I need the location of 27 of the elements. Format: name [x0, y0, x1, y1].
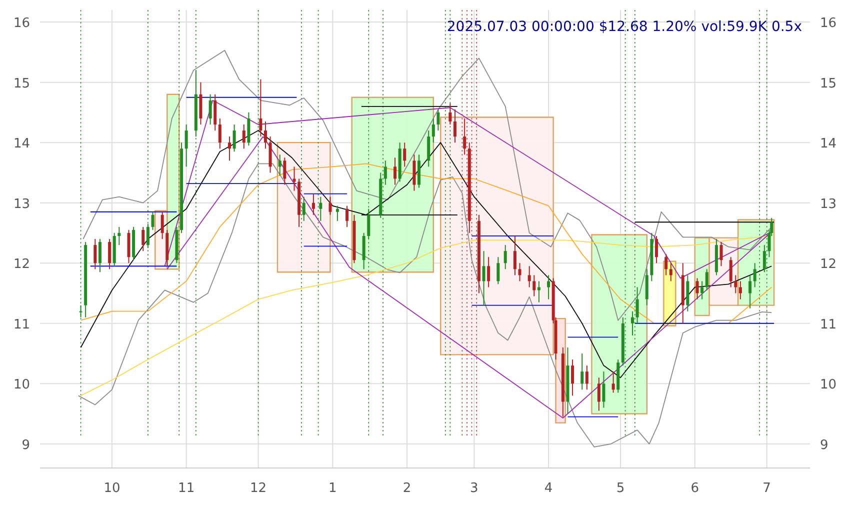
y-tick-label: 15 — [13, 76, 30, 92]
x-tick-label: 1 — [328, 481, 337, 496]
y-tick-label: 14 — [13, 136, 30, 152]
x-tick-label: 7 — [762, 481, 771, 496]
y2-tick-label: 12 — [820, 257, 837, 272]
y2-tick-label: 10 — [820, 378, 837, 393]
x-tick-label: 12 — [250, 481, 267, 496]
x-tick-label: 4 — [544, 481, 553, 496]
y-tick-label: 12 — [13, 257, 30, 272]
x-tick-label: 5 — [616, 481, 625, 496]
y2-tick-label: 16 — [820, 16, 837, 32]
y2-tick-label: 15 — [820, 76, 837, 92]
x-tick-label: 6 — [690, 481, 699, 496]
y-tick-label: 13 — [13, 196, 30, 212]
y2-tick-label: 11 — [820, 317, 837, 332]
y2-tick-label: 14 — [820, 136, 837, 152]
y-tick-label: 9 — [22, 438, 30, 453]
y-tick-label: 16 — [13, 16, 30, 32]
y2-tick-label: 13 — [820, 196, 837, 212]
text: 2025.07.03 00:00:00 $12.68 1.20% vol:59.9K 0.5x — [446, 19, 802, 35]
x-tick-label: 2 — [402, 481, 412, 496]
x-tick-label: 3 — [470, 481, 478, 496]
y-tick-label: 11 — [13, 317, 30, 332]
y2-tick-label: 9 — [820, 438, 828, 453]
y-tick-label: 10 — [13, 378, 30, 393]
x-tick-label: 10 — [104, 481, 120, 496]
x-tick-label: 11 — [178, 481, 195, 496]
